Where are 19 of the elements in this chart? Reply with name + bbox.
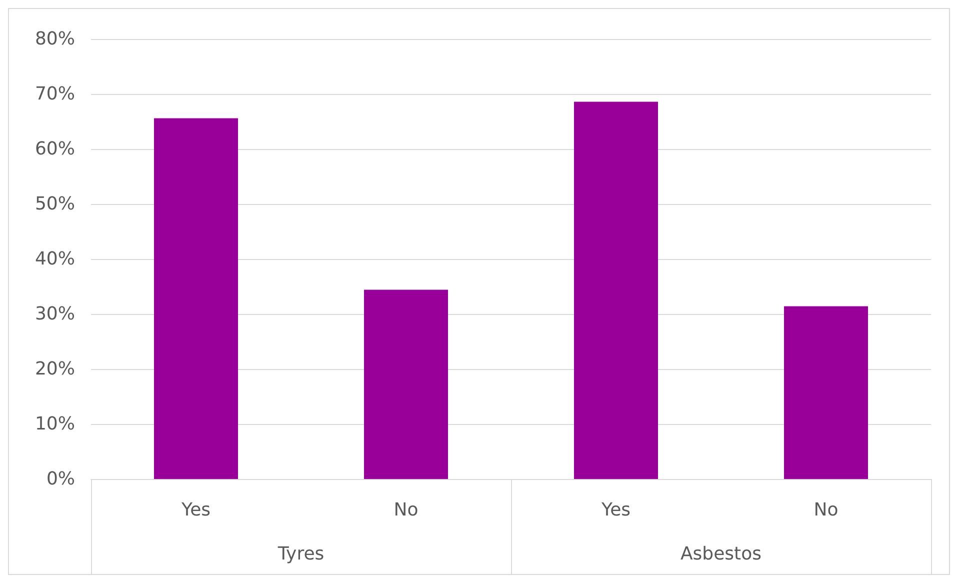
y-tick-label: 30% (34, 304, 75, 324)
y-tick-label: 60% (34, 138, 75, 160)
x-tick-label: Yes (180, 500, 211, 520)
y-tick-label: 20% (34, 358, 75, 380)
bar (154, 118, 238, 479)
y-tick-label: 70% (34, 84, 75, 104)
text: Asbestos (680, 544, 762, 564)
bar (364, 290, 448, 479)
x-tick-label: Yes (600, 500, 631, 520)
y-tick-label: 50% (34, 194, 75, 214)
bar (784, 306, 868, 479)
bar (574, 102, 658, 479)
y-tick-label: 0% (46, 468, 75, 490)
x-tick-label: No (814, 500, 838, 520)
text: Tyres (276, 544, 324, 564)
y-tick-label: 10% (34, 414, 75, 434)
y-tick-label: 40% (34, 248, 75, 270)
x-tick-label: No (394, 500, 418, 520)
y-tick-label: 80% (34, 28, 75, 50)
